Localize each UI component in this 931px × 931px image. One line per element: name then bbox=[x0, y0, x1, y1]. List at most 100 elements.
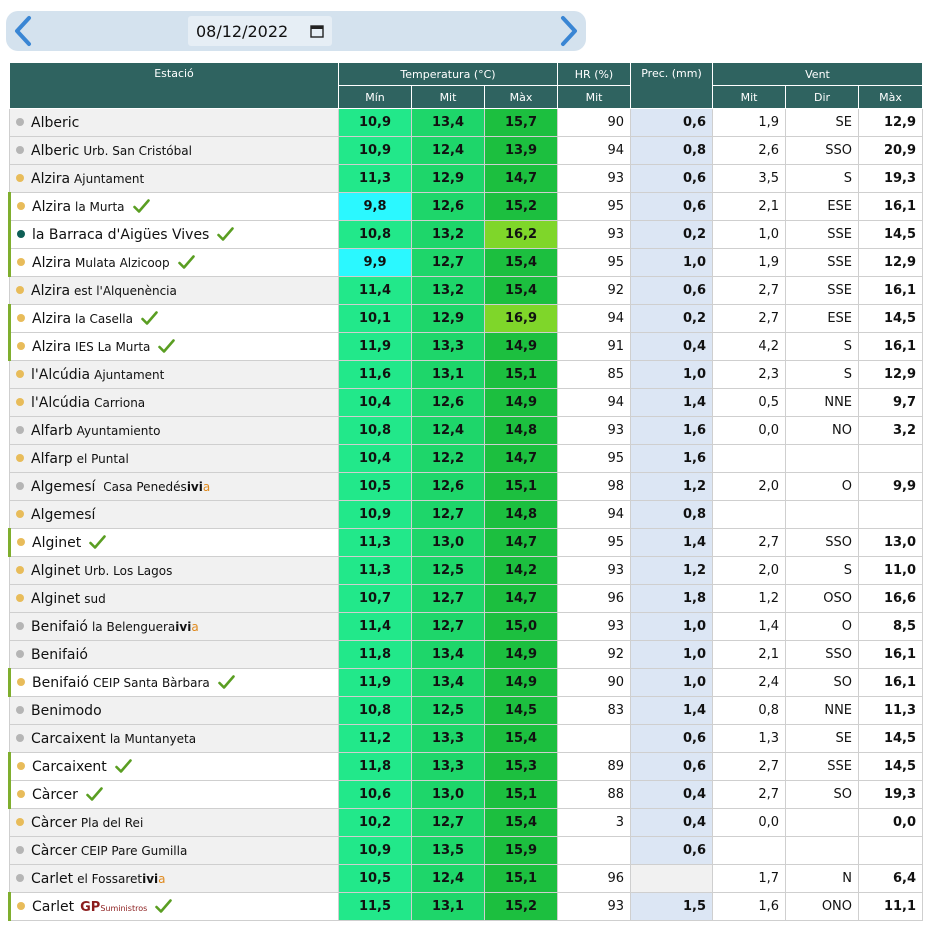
station-name[interactable]: Càrcer bbox=[31, 842, 77, 859]
station-location[interactable]: el Fossaret bbox=[77, 871, 143, 886]
station-location[interactable]: la Belenguera bbox=[91, 619, 176, 634]
col-vent-max[interactable]: Màx bbox=[858, 85, 924, 109]
station-name-cell[interactable]: Alzira est l'Alquenència bbox=[9, 276, 339, 305]
col-temp-mit[interactable]: Mit bbox=[411, 85, 485, 109]
station-name[interactable]: Algemesí bbox=[31, 506, 96, 523]
station-name-cell[interactable]: Alginet bbox=[8, 528, 339, 557]
station-name[interactable]: Alberic bbox=[31, 142, 80, 159]
station-name[interactable]: Alzira bbox=[32, 310, 72, 327]
station-name[interactable]: Càrcer bbox=[31, 814, 77, 831]
station-name[interactable]: Alzira bbox=[31, 170, 71, 187]
station-location[interactable]: CEIP Santa Bàrbara bbox=[92, 675, 210, 690]
station-name[interactable]: Alginet bbox=[31, 590, 81, 607]
station-location[interactable]: la Casella bbox=[75, 311, 133, 326]
station-location[interactable]: Pla del Rei bbox=[80, 815, 144, 830]
station-location[interactable]: est l'Alquenència bbox=[74, 283, 177, 298]
station-name[interactable]: Benifaió bbox=[31, 618, 88, 635]
wind-max-cell: 16,1 bbox=[858, 276, 924, 305]
station-name[interactable]: Benimodo bbox=[31, 702, 102, 719]
station-location[interactable]: Carriona bbox=[94, 395, 146, 410]
station-name[interactable]: Alzira bbox=[32, 338, 72, 355]
station-name-cell[interactable]: Alzira la Casella bbox=[8, 304, 339, 333]
station-name-cell[interactable]: Càrcer CEIP Pare Gumilla bbox=[9, 836, 339, 865]
date-input[interactable]: 08/12/2022 bbox=[188, 16, 332, 46]
station-location[interactable]: la Murta bbox=[75, 199, 125, 214]
station-name-cell[interactable]: Alzira Ajuntament bbox=[9, 164, 339, 193]
station-name[interactable]: la Barraca d'Aigües Vives bbox=[32, 226, 210, 243]
wind-dir-cell: O bbox=[785, 472, 860, 501]
station-name[interactable]: Benifaió bbox=[32, 674, 89, 691]
station-name-cell[interactable]: Alberic Urb. San Cristóbal bbox=[9, 136, 339, 165]
station-name[interactable]: Carcaixent bbox=[31, 730, 106, 747]
station-location[interactable]: sud bbox=[84, 591, 106, 606]
station-location[interactable]: IES La Murta bbox=[75, 339, 151, 354]
station-name-cell[interactable]: Carcaixent la Muntanyeta bbox=[9, 724, 339, 753]
station-name[interactable]: Alginet bbox=[32, 534, 82, 551]
station-location[interactable]: Ajuntament bbox=[94, 367, 165, 382]
station-name-cell[interactable]: Alzira la Murta bbox=[8, 192, 339, 221]
station-location[interactable]: CEIP Pare Gumilla bbox=[80, 843, 188, 858]
station-location[interactable]: Urb. San Cristóbal bbox=[83, 143, 192, 158]
station-name-cell[interactable]: Carlet el Fossaretivia bbox=[9, 864, 339, 893]
col-vent-dir[interactable]: Dir bbox=[785, 85, 860, 109]
station-location[interactable]: la Muntanyeta bbox=[109, 731, 197, 746]
station-name[interactable]: Alginet bbox=[31, 562, 81, 579]
station-name-cell[interactable]: Benimodo bbox=[9, 696, 339, 725]
station-name-cell[interactable]: Carlet GPSuministros bbox=[8, 892, 339, 921]
station-name-cell[interactable]: Càrcer bbox=[8, 780, 339, 809]
station-name-cell[interactable]: Benifaió bbox=[9, 640, 339, 669]
station-name[interactable]: Alzira bbox=[32, 254, 72, 271]
station-name-cell[interactable]: Alfarp el Puntal bbox=[9, 444, 339, 473]
station-name[interactable]: Alfarp bbox=[31, 450, 73, 467]
station-name[interactable]: Benifaió bbox=[31, 646, 88, 663]
station-name[interactable]: Alfarb bbox=[31, 422, 73, 439]
prec-cell: 1,0 bbox=[630, 248, 714, 277]
station-name-cell[interactable]: Algemesí Casa Penedésivia bbox=[9, 472, 339, 501]
station-name-cell[interactable]: Carcaixent bbox=[8, 752, 339, 781]
col-prec[interactable]: Prec. (mm) bbox=[630, 62, 714, 109]
station-name-cell[interactable]: Benifaió CEIP Santa Bàrbara bbox=[8, 668, 339, 697]
station-location[interactable]: Casa Penedés bbox=[99, 479, 187, 494]
wind-max-cell: 19,3 bbox=[858, 780, 924, 809]
station-name[interactable]: Alberic bbox=[31, 114, 80, 131]
station-name-cell[interactable]: l'Alcúdia Carriona bbox=[9, 388, 339, 417]
col-temp-min[interactable]: Mín bbox=[338, 85, 412, 109]
next-day-button[interactable] bbox=[554, 11, 584, 51]
station-name-cell[interactable]: Alginet sud bbox=[9, 584, 339, 613]
station-name-cell[interactable]: Alginet Urb. Los Lagos bbox=[9, 556, 339, 585]
temp-mit-cell: 13,2 bbox=[411, 220, 485, 249]
temp-mit-cell: 12,4 bbox=[411, 136, 485, 165]
station-name[interactable]: Carlet bbox=[31, 870, 74, 887]
calendar-icon[interactable] bbox=[310, 24, 324, 38]
station-name[interactable]: l'Alcúdia bbox=[31, 366, 91, 383]
station-name-cell[interactable]: Algemesí bbox=[9, 500, 339, 529]
station-name[interactable]: Carcaixent bbox=[32, 758, 107, 775]
station-name[interactable]: Algemesí bbox=[31, 478, 96, 495]
station-name[interactable]: Alzira bbox=[31, 282, 71, 299]
station-name-cell[interactable]: l'Alcúdia Ajuntament bbox=[9, 360, 339, 389]
station-location[interactable]: Ayuntamiento bbox=[76, 423, 161, 438]
station-name-cell[interactable]: Benifaió la Belengueraivia bbox=[9, 612, 339, 641]
station-name[interactable]: Càrcer bbox=[32, 786, 78, 803]
station-name-cell[interactable]: Alfarb Ayuntamiento bbox=[9, 416, 339, 445]
station-name-cell[interactable]: Alzira IES La Murta bbox=[8, 332, 339, 361]
station-name-cell[interactable]: Càrcer Pla del Rei bbox=[9, 808, 339, 837]
col-vent-mit[interactable]: Mit bbox=[712, 85, 787, 109]
station-name[interactable]: l'Alcúdia bbox=[31, 394, 91, 411]
wind-max-cell: 12,9 bbox=[858, 360, 924, 389]
table-row: Càrcer CEIP Pare Gumilla 10,9 13,5 15,9 0,6 bbox=[9, 836, 924, 865]
station-location[interactable]: Mulata Alzicoop bbox=[75, 255, 170, 270]
station-location[interactable]: el Puntal bbox=[76, 451, 129, 466]
station-name[interactable]: Alzira bbox=[32, 198, 72, 215]
col-hr-mit[interactable]: Mit bbox=[557, 85, 632, 109]
station-name-cell[interactable]: la Barraca d'Aigües Vives bbox=[8, 220, 339, 249]
station-name-cell[interactable]: Alzira Mulata Alzicoop bbox=[8, 248, 339, 277]
station-location[interactable]: Urb. Los Lagos bbox=[84, 563, 173, 578]
temp-min-cell: 10,7 bbox=[338, 584, 412, 613]
station-location[interactable]: Ajuntament bbox=[74, 171, 145, 186]
col-temp-max[interactable]: Màx bbox=[483, 85, 559, 109]
col-estacio[interactable]: Estació bbox=[9, 62, 339, 109]
previous-day-button[interactable] bbox=[8, 11, 38, 51]
station-name[interactable]: Carlet bbox=[32, 898, 75, 915]
station-name-cell[interactable]: Alberic bbox=[9, 108, 339, 137]
